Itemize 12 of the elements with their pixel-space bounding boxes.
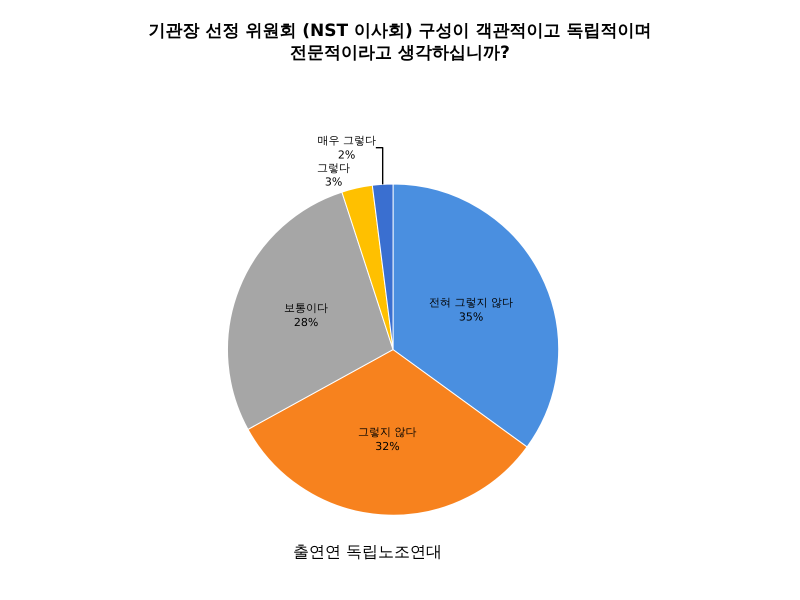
data-label: 35% [458, 310, 484, 324]
data-label: 3% [324, 176, 342, 189]
chart-title: 기관장 선정 위원회 (NST 이사회) 구성이 객관적이고 독립적이며 전문적이라고 생각하십니까? [148, 21, 652, 64]
data-label: 28% [294, 316, 318, 329]
slice-label: 보통이다 [284, 302, 328, 315]
slice-label: 전혀 그렇지 않다 [429, 296, 514, 310]
data-label: 2% [338, 148, 356, 162]
data-label: 32% [375, 440, 400, 453]
text: 출연연 독립노조연대 [293, 542, 442, 561]
slice-label: 그렇지 않다 [358, 426, 417, 439]
slice-label: 그렇다 [317, 161, 350, 174]
slice-label: 매우 그렇다 [317, 134, 376, 148]
